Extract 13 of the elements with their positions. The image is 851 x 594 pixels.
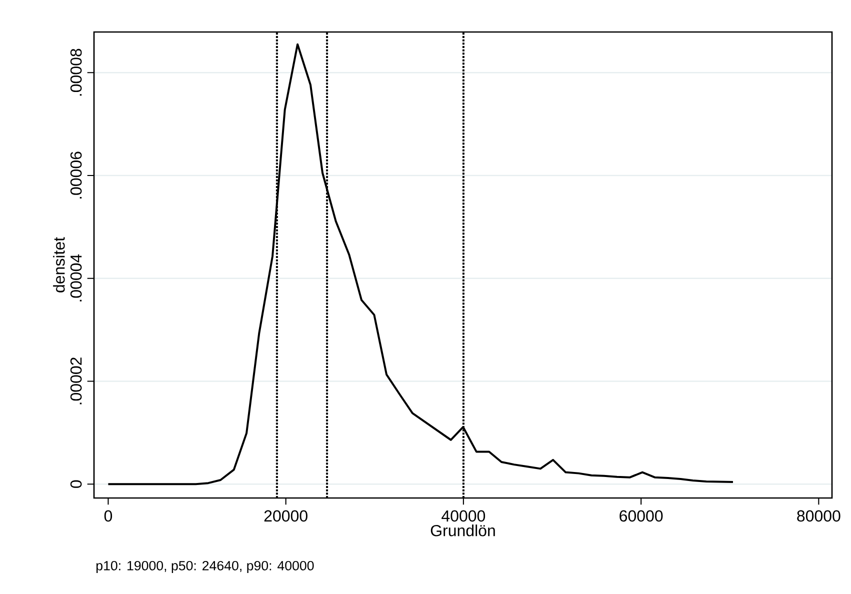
x-axis-title: Grundlön (430, 524, 495, 536)
y-tick-label: 0 (70, 480, 82, 488)
x-tick-label: 60000 (620, 510, 663, 522)
x-tick-label: 0 (104, 510, 112, 522)
x-tick-label: 20000 (264, 510, 308, 522)
y-tick-label: .00004 (70, 254, 82, 302)
y-tick-label: .00008 (70, 48, 82, 96)
y-tick-label: .00006 (70, 152, 82, 199)
x-tick-label: 40000 (442, 510, 486, 522)
y-tick-label: .00002 (70, 358, 82, 404)
y-axis-title: densitet (53, 237, 65, 292)
x-tick-label: 80000 (797, 510, 840, 522)
text: p10: 19000, p50: 24640, p90: 40000 (96, 560, 314, 574)
